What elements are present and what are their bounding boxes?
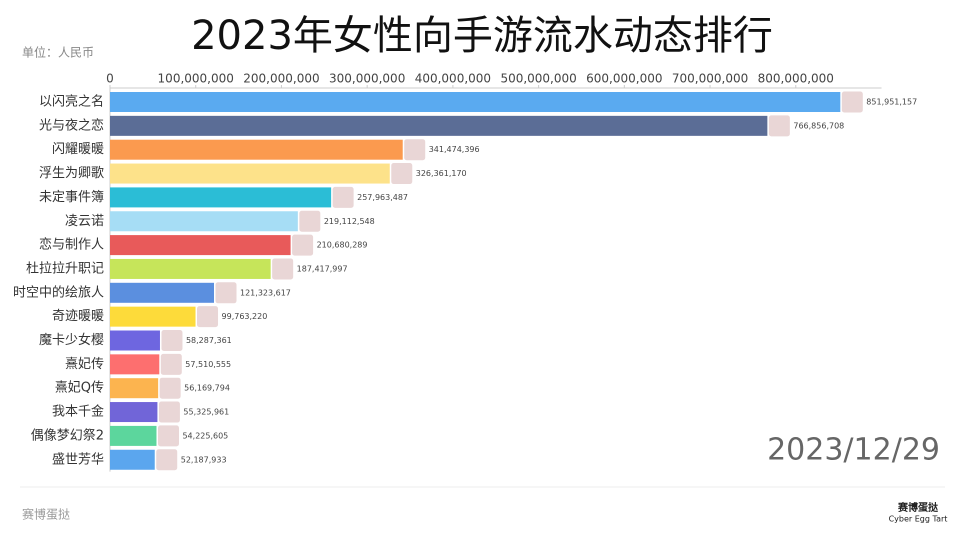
y-tick-label: 凌云诺 bbox=[65, 214, 104, 229]
avatar bbox=[196, 305, 220, 329]
value-label: 219,112,548 bbox=[324, 217, 375, 226]
value-label: 57,510,555 bbox=[185, 360, 231, 369]
value-label: 55,325,961 bbox=[183, 408, 229, 417]
y-tick-label: 魔卡少女樱 bbox=[39, 332, 104, 348]
bar bbox=[110, 402, 158, 423]
avatar bbox=[403, 138, 427, 162]
bar bbox=[110, 378, 159, 399]
value-label: 851,951,157 bbox=[866, 98, 917, 107]
y-tick-label: 时空中的绘旅人 bbox=[13, 284, 104, 300]
value-label: 341,474,396 bbox=[429, 145, 480, 154]
brand: 赛博蛋挞 bbox=[897, 501, 939, 514]
avatar bbox=[840, 90, 864, 114]
x-tick-label: 300,000,000 bbox=[329, 72, 405, 86]
x-tick-label: 400,000,000 bbox=[415, 72, 491, 86]
y-tick-label: 我本千金 bbox=[52, 404, 104, 420]
avatar bbox=[214, 281, 238, 305]
bar bbox=[110, 139, 403, 160]
y-tick-label: 熹妃Q传 bbox=[55, 381, 104, 396]
avatar bbox=[157, 400, 181, 424]
bar bbox=[110, 425, 157, 446]
avatar bbox=[160, 329, 184, 352]
bar bbox=[110, 354, 160, 375]
bar bbox=[110, 449, 155, 470]
avatar bbox=[155, 448, 179, 472]
avatar bbox=[271, 257, 295, 281]
y-tick-label: 杜拉拉升职记 bbox=[26, 261, 104, 276]
value-label: 766,856,708 bbox=[793, 121, 844, 130]
value-label: 99,763,220 bbox=[222, 312, 268, 321]
bar bbox=[110, 235, 291, 256]
value-label: 187,417,997 bbox=[297, 264, 348, 273]
bar bbox=[110, 115, 768, 136]
avatar bbox=[298, 209, 322, 233]
x-tick-label: 800,000,000 bbox=[758, 72, 834, 86]
bar bbox=[110, 258, 271, 279]
bar bbox=[110, 163, 390, 184]
avatar bbox=[291, 233, 315, 257]
chart-title: 2023年女性向手游流水动态排行 bbox=[191, 13, 773, 59]
value-label: 56,169,794 bbox=[184, 384, 230, 393]
bar bbox=[110, 187, 332, 208]
y-tick-label: 以闪亮之名 bbox=[39, 94, 104, 110]
x-tick-label: 200,000,000 bbox=[243, 72, 319, 86]
value-label: 257,963,487 bbox=[357, 193, 408, 202]
y-tick-label: 闪耀暖暖 bbox=[52, 142, 104, 157]
avatar bbox=[156, 424, 180, 448]
value-label: 54,225,605 bbox=[182, 431, 228, 440]
unit-label: 单位：人民币 bbox=[22, 45, 94, 60]
x-tick-label: 0 bbox=[106, 72, 114, 86]
avatar bbox=[159, 352, 183, 376]
x-tick-label: 100,000,000 bbox=[158, 72, 234, 86]
x-tick-label: 700,000,000 bbox=[672, 72, 748, 86]
y-tick-label: 偶像梦幻祭2 bbox=[31, 428, 104, 443]
x-tick-label: 500,000,000 bbox=[500, 72, 576, 86]
y-tick-label: 未定事件簿 bbox=[39, 190, 104, 205]
bar bbox=[110, 306, 196, 327]
bar bbox=[110, 92, 841, 112]
y-tick-label: 恋与制作人 bbox=[39, 237, 104, 253]
avatar bbox=[158, 376, 182, 400]
avatar bbox=[331, 185, 355, 209]
y-tick-label: 浮生为卿歌 bbox=[39, 166, 104, 181]
value-label: 210,680,289 bbox=[317, 241, 368, 250]
y-tick-label: 光与夜之恋 bbox=[39, 117, 104, 133]
y-tick-label: 熹妃传 bbox=[65, 357, 104, 372]
avatar bbox=[767, 114, 791, 138]
bar bbox=[110, 330, 160, 351]
value-label: 58,287,361 bbox=[186, 336, 232, 345]
watermark: 赛博蛋挞 bbox=[22, 507, 70, 522]
y-tick-label: 奇迹暖暖 bbox=[52, 308, 104, 324]
x-tick-label: 600,000,000 bbox=[586, 72, 662, 86]
y-tick-label: 盛世芳华 bbox=[52, 452, 104, 467]
bar bbox=[110, 282, 215, 303]
value-label: 52,187,933 bbox=[181, 455, 227, 464]
date-label: 2023/12/29 bbox=[767, 433, 940, 468]
value-label: 121,323,617 bbox=[240, 288, 291, 297]
brand-sub: Cyber Egg Tart bbox=[889, 515, 948, 524]
bar bbox=[110, 211, 298, 232]
value-label: 326,361,170 bbox=[416, 169, 467, 178]
avatar bbox=[390, 162, 414, 186]
